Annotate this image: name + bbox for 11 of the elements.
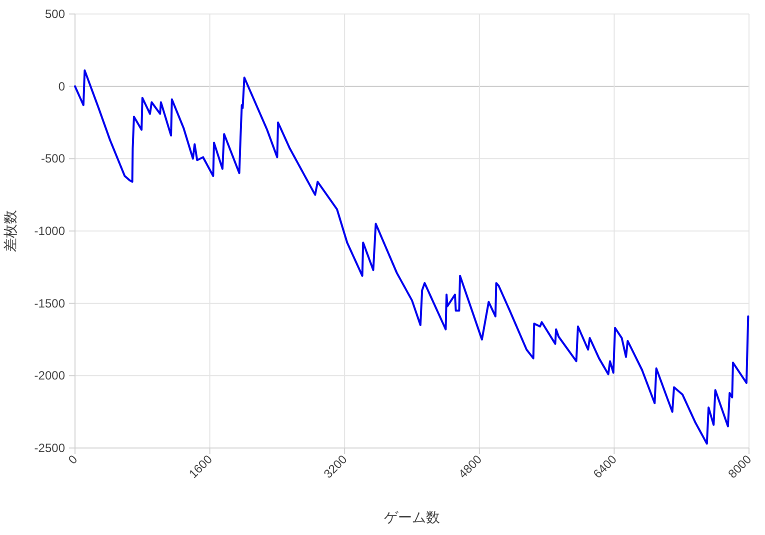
y-tick-label: -500 [40, 152, 66, 166]
y-tick-label: -2000 [34, 368, 66, 383]
y-tick-label: 0 [58, 79, 66, 94]
line-series [74, 69, 750, 445]
y-tick-label: -1000 [34, 224, 66, 238]
x-tick-label: 0 [65, 452, 80, 467]
x-axis-title: ゲーム数 [384, 509, 440, 525]
y-tick-label: 500 [44, 7, 66, 21]
y-tick-label: -2500 [34, 441, 66, 455]
y-axis-title: 差枚数 [2, 210, 18, 252]
y-tick-label: -1500 [34, 296, 66, 310]
